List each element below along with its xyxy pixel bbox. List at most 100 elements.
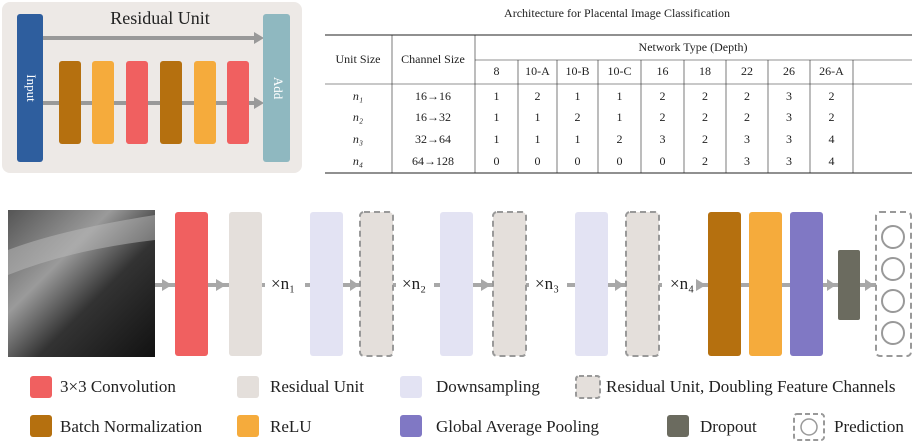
legend-label: Prediction [834, 417, 904, 436]
residual-title: Residual Unit [110, 8, 210, 28]
table-cell: 1 [575, 89, 581, 103]
table-cell: 32→64 [415, 132, 451, 146]
relu-block [194, 61, 216, 144]
table-cell: 3 [786, 110, 792, 124]
architecture-table: Architecture for Placental Image Classif… [325, 6, 912, 173]
table-cell: 3 [744, 154, 750, 168]
table-cell: 1 [535, 110, 541, 124]
table-cell: 2 [829, 110, 835, 124]
unit-size: n₁ [353, 89, 363, 103]
legend-swatch [237, 376, 259, 398]
table-cell: 2 [702, 154, 708, 168]
bn-block [59, 61, 81, 144]
downsampling-block [575, 212, 608, 356]
legend-swatch [400, 376, 422, 398]
residual-block [229, 212, 262, 356]
table-cell: 2 [535, 89, 541, 103]
arrow-head [162, 279, 172, 291]
legend-label: Residual Unit, Doubling Feature Channels [606, 377, 895, 396]
bn-block [708, 212, 741, 356]
table-cell: 2 [829, 89, 835, 103]
conv-block [175, 212, 208, 356]
table-cell: 3 [786, 154, 792, 168]
legend-swatch [237, 415, 259, 437]
table-cell: 4 [829, 154, 835, 168]
network-type: 10-A [525, 64, 550, 78]
table-cell: 0 [494, 154, 500, 168]
input-label: Input [24, 74, 39, 102]
legend-label: Global Average Pooling [436, 417, 600, 436]
table-title: Architecture for Placental Image Classif… [504, 6, 730, 20]
arrow-head [865, 279, 874, 291]
table-cell: 1 [494, 132, 500, 146]
unit-size: n₃ [353, 132, 363, 146]
downsampling-block [440, 212, 473, 356]
table-cell: 0 [660, 154, 666, 168]
table-header: Unit Size [336, 52, 381, 66]
table-cell: 3 [660, 132, 666, 146]
conv-block [227, 61, 249, 144]
legend-swatch [400, 415, 422, 437]
table-header: Network Type (Depth) [639, 40, 748, 54]
table-cell: 1 [575, 132, 581, 146]
table-cell: 1 [494, 89, 500, 103]
network-type: 26-A [819, 64, 844, 78]
unit-size: n₄ [353, 154, 363, 168]
legend-label: ReLU [270, 417, 312, 436]
table-cell: 3 [786, 132, 792, 146]
legend-swatch [667, 415, 689, 437]
repeat-label: ×n₁ [271, 274, 295, 293]
doubling-residual-block [493, 212, 526, 356]
table-cell: 2 [660, 89, 666, 103]
arrow-head [615, 279, 624, 291]
legend-label: Residual Unit [270, 377, 364, 396]
repeat-label: ×n₂ [402, 274, 426, 293]
legend-label: Downsampling [436, 377, 540, 396]
legend-label: 3×3 Convolution [60, 377, 176, 396]
table-cell: 16→16 [415, 89, 451, 103]
table-cell: 0 [575, 154, 581, 168]
network-type: 26 [783, 64, 795, 78]
table-cell: 64→128 [412, 154, 454, 168]
network-type: 22 [741, 64, 753, 78]
figure: Residual Unit Input Add Architecture for… [0, 0, 917, 445]
legend-swatch [30, 415, 52, 437]
arrow-head [350, 279, 359, 291]
network-type: 18 [699, 64, 711, 78]
conv-block [126, 61, 148, 144]
repeat-label: ×n₃ [535, 274, 559, 293]
gap-block [790, 212, 823, 356]
table-header: Channel Size [401, 52, 465, 66]
repeat-label: ×n₄ [670, 274, 694, 293]
arrow-head [827, 279, 836, 291]
table-cell: 1 [617, 89, 623, 103]
network-type: 16 [657, 64, 669, 78]
table-cell: 3 [786, 89, 792, 103]
table-cell: 2 [617, 132, 623, 146]
relu-block [92, 61, 114, 144]
table-cell: 2 [702, 89, 708, 103]
table-cell: 2 [702, 132, 708, 146]
downsampling-block [310, 212, 343, 356]
legend-label: Dropout [700, 417, 757, 436]
network-type: 10-C [608, 64, 632, 78]
legend: 3×3 Convolution Residual Unit Downsampli… [30, 376, 904, 440]
table-cell: 2 [744, 89, 750, 103]
table-cell: 1 [535, 132, 541, 146]
network-type: 10-B [566, 64, 590, 78]
doubling-residual-block [626, 212, 659, 356]
arrow-head [216, 279, 226, 291]
arrow-head [481, 279, 491, 291]
table-cell: 2 [744, 110, 750, 124]
table-cell: 0 [535, 154, 541, 168]
table-cell: 2 [702, 110, 708, 124]
table-cell: 16→32 [415, 110, 451, 124]
add-label: Add [271, 77, 286, 100]
legend-swatch [576, 376, 600, 398]
network-type: 8 [494, 64, 500, 78]
relu-block [749, 212, 782, 356]
table-cell: 1 [494, 110, 500, 124]
dropout-block [838, 250, 860, 320]
legend-swatch [30, 376, 52, 398]
bn-block [160, 61, 182, 144]
